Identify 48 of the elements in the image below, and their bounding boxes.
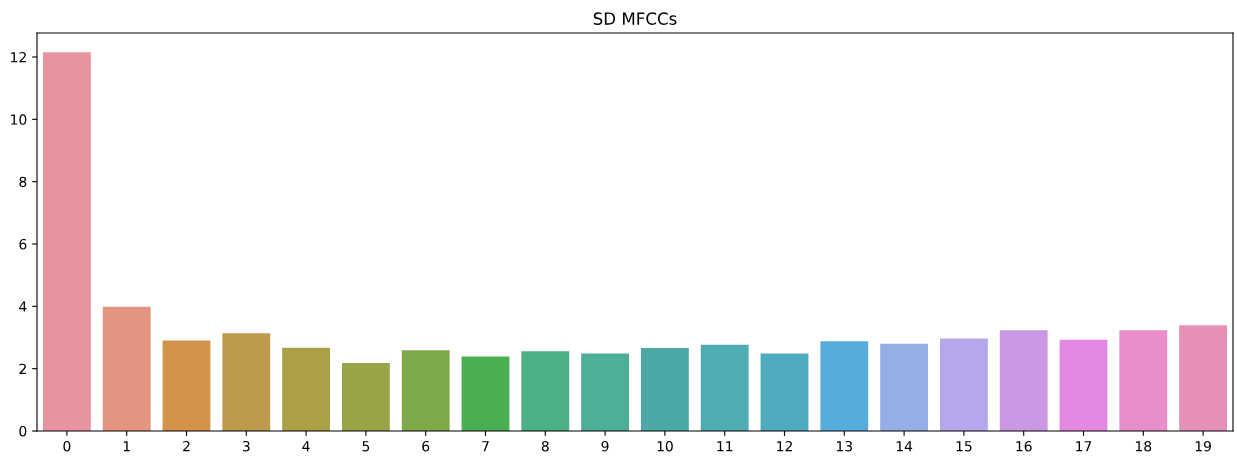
x-tick-label: 5	[362, 441, 370, 452]
bar	[1059, 339, 1108, 431]
bar	[42, 52, 91, 431]
y-tick-label: 6	[19, 238, 27, 250]
x-tick-label: 6	[422, 440, 430, 452]
x-tick-label: 7	[482, 441, 489, 452]
bar	[222, 333, 271, 431]
x-tick-label: 12	[777, 440, 792, 452]
bar	[760, 353, 809, 431]
bar	[880, 343, 929, 431]
y-tick-label: 12	[11, 51, 26, 63]
y-tick-label: 4	[19, 301, 27, 312]
bar	[581, 353, 630, 431]
x-tick-label: 1	[123, 441, 130, 452]
x-tick-label: 2	[183, 440, 190, 452]
x-tick-label: 8	[541, 440, 549, 452]
chart-title: SD MFCCs	[593, 12, 677, 25]
bar	[939, 338, 988, 431]
bar	[341, 363, 390, 431]
bar	[999, 330, 1048, 431]
bar	[521, 351, 570, 431]
x-tick-label: 3	[242, 440, 250, 452]
bar	[700, 344, 749, 431]
x-tick-label: 13	[836, 440, 853, 452]
x-tick-label: 19	[1195, 440, 1211, 452]
y-tick-label: 0	[19, 425, 27, 437]
x-tick-label: 14	[896, 441, 913, 452]
bar	[1179, 325, 1228, 431]
x-tick-label: 10	[657, 440, 673, 452]
x-tick-label: 18	[1135, 440, 1152, 452]
bar	[1119, 330, 1168, 431]
x-tick-label: 9	[601, 440, 609, 452]
x-tick-label: 17	[1076, 441, 1092, 452]
bar	[820, 341, 869, 431]
bar	[162, 340, 211, 431]
bar	[282, 347, 331, 431]
bar	[461, 356, 510, 431]
bar	[401, 350, 450, 431]
bar	[640, 348, 689, 431]
y-tick-label: 10	[11, 114, 27, 125]
y-tick-label: 2	[19, 363, 26, 374]
y-tick-label: 8	[19, 176, 27, 188]
bar	[102, 306, 151, 431]
x-tick-label: 11	[717, 441, 733, 452]
x-tick-label: 0	[63, 440, 71, 452]
x-tick-label: 4	[302, 441, 310, 452]
x-tick-label: 15	[956, 441, 972, 452]
x-tick-label: 16	[1016, 440, 1032, 452]
